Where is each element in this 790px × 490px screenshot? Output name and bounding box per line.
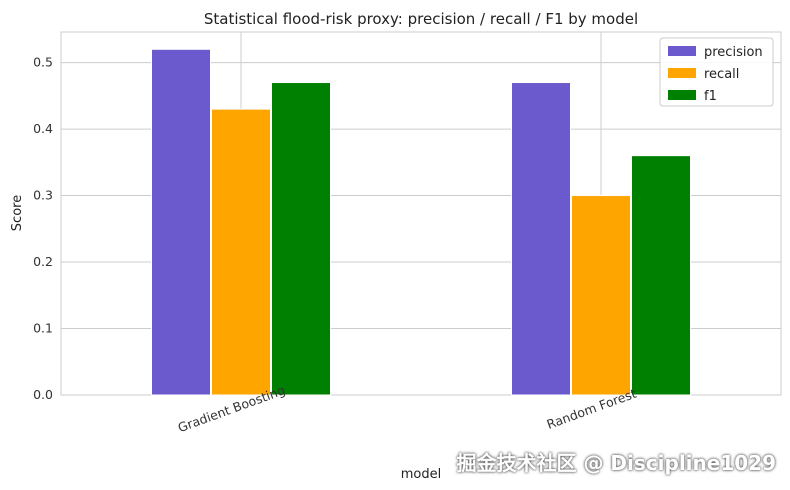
legend-swatch-f1 <box>668 90 696 100</box>
x-axis-label: model <box>401 467 441 482</box>
legend-label-precision: precision <box>704 45 763 60</box>
legend-label-recall: recall <box>704 67 739 82</box>
watermark: 掘金技术社区 @ Discipline1029 <box>456 451 777 475</box>
bars-group <box>151 48 691 396</box>
y-tick-label: 0.5 <box>33 55 53 70</box>
bar-precision-1 <box>511 82 571 396</box>
bar-f1-1 <box>631 155 691 396</box>
legend-swatch-recall <box>668 68 696 78</box>
bar-precision-0 <box>151 48 211 396</box>
y-tick-label: 0.4 <box>33 121 53 136</box>
y-tick-label: 0.3 <box>33 188 53 203</box>
y-tick-label: 0.1 <box>33 321 53 336</box>
legend-label-f1: f1 <box>704 89 717 104</box>
y-axis-label: Score <box>10 195 25 231</box>
chart-title: Statistical flood-risk proxy: precision … <box>204 10 638 28</box>
legend-swatch-precision <box>668 46 696 56</box>
legend: precision recall f1 <box>659 37 774 107</box>
bar-f1-0 <box>271 82 331 396</box>
y-tick-labels: 0.0 0.1 0.2 0.3 0.4 0.5 <box>33 55 53 402</box>
bar-recall-1 <box>571 195 631 396</box>
y-tick-label: 0.0 <box>33 387 53 402</box>
bar-recall-0 <box>211 108 271 396</box>
y-tick-label: 0.2 <box>33 254 53 269</box>
plot-area-border <box>60 31 782 396</box>
